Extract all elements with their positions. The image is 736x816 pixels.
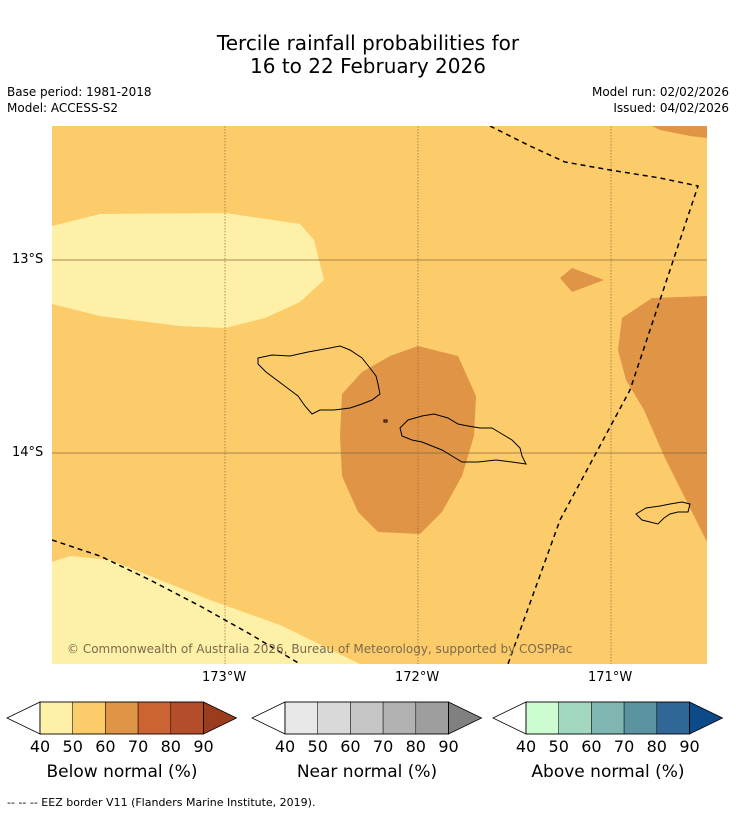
colorbar-above-tick-70: 70 (614, 737, 634, 756)
colorbar-near-high-arrow (448, 701, 483, 735)
issued-date: Issued: 04/02/2026 (613, 101, 729, 115)
pale-west-region (52, 213, 324, 328)
colorbar-above-segment-60 (591, 701, 625, 735)
colorbar-near-outline (284, 701, 449, 735)
colorbar-below-low-arrow (6, 701, 41, 735)
colorbar-below-tick-40: 40 (30, 737, 50, 756)
colorbar-below-segment-70 (137, 701, 172, 735)
map-title-line-1: Tercile rainfall probabilities for (216, 31, 520, 55)
colorbar-near-tick-90: 90 (438, 737, 458, 756)
colorbar-below-segment-50 (72, 701, 106, 735)
colorbar-near-tick-60: 60 (340, 737, 360, 756)
model-name: Model: ACCESS-S2 (7, 101, 119, 115)
lon-label-172w: 172°W (395, 670, 440, 685)
colorbar-above-low-arrow (492, 701, 527, 735)
colorbar-near-tick-50: 50 (308, 737, 328, 756)
eez-footnote: -- -- -- EEZ border V11 (Flanders Marine… (7, 796, 316, 809)
colorbar-below-segment-40 (39, 701, 73, 735)
manono-islet (383, 419, 388, 423)
colorbar-below-tick-70: 70 (128, 737, 148, 756)
colorbar-below-segment-80 (170, 701, 204, 735)
colorbar-below-tick-50: 50 (63, 737, 83, 756)
colorbar-near-segment-60 (350, 701, 384, 735)
pale-southwest-region (52, 556, 360, 664)
lon-label-173w: 173°W (202, 670, 247, 685)
colorbar-above-segment-40 (525, 701, 559, 735)
northeast-corner-region (652, 126, 707, 138)
base-period: Base period: 1981-2018 (7, 85, 152, 99)
colorbar-near-segment-80 (415, 701, 449, 735)
colorbar-above-segment-80 (656, 701, 690, 735)
colorbar-below-tick-90: 90 (193, 737, 213, 756)
eez-border-southwest (52, 539, 301, 664)
model-run-date: Model run: 02/02/2026 (591, 85, 729, 99)
colorbar-above-tick-60: 60 (581, 737, 601, 756)
lat-label-14s: 14°S (12, 445, 44, 460)
colorbar-above-tick-50: 50 (549, 737, 569, 756)
colorbar-below-tick-80: 80 (161, 737, 181, 756)
colorbar-near-segment-40 (284, 701, 318, 735)
colorbar-above-tick-90: 90 (679, 737, 699, 756)
copyright-notice: © Commonwealth of Australia 2026, Bureau… (67, 642, 572, 656)
lat-label-13s: 13°S (12, 252, 44, 267)
colorbar-above-tick-80: 80 (647, 737, 667, 756)
colorbar-above-high-arrow (689, 701, 724, 735)
colorbar-below-high-arrow (203, 701, 238, 735)
colorbar-title-below: Below normal (%) (46, 762, 198, 782)
savaii-island (257, 345, 381, 415)
colorbar-above-segment-50 (558, 701, 592, 735)
colorbar-above-tick-40: 40 (516, 737, 536, 756)
colorbar-title-above: Above normal (%) (531, 762, 685, 782)
colorbar-title-near: Near normal (%) (296, 762, 438, 782)
colorbar-above-outline (525, 701, 690, 735)
colorbar-near-tick-80: 80 (406, 737, 426, 756)
upolu-island (399, 413, 527, 465)
colorbar-near-low-arrow (251, 701, 286, 735)
colorbar-near-tick-40: 40 (275, 737, 295, 756)
colorbar-below-segment-60 (105, 701, 139, 735)
map-title-line-2: 16 to 22 February 2026 (250, 54, 486, 78)
colorbar-above-segment-70 (623, 701, 658, 735)
colorbar-near-segment-50 (317, 701, 351, 735)
colorbar-near-tick-70: 70 (373, 737, 393, 756)
small-patch-region (560, 268, 604, 292)
colorbar-below-outline (39, 701, 204, 735)
colorbar-near-segment-70 (382, 701, 417, 735)
central-region (340, 346, 476, 534)
colorbar-below-tick-60: 60 (95, 737, 115, 756)
lon-label-171w: 171°W (588, 670, 633, 685)
tutuila-island (635, 501, 691, 525)
eez-border-east (489, 126, 699, 664)
